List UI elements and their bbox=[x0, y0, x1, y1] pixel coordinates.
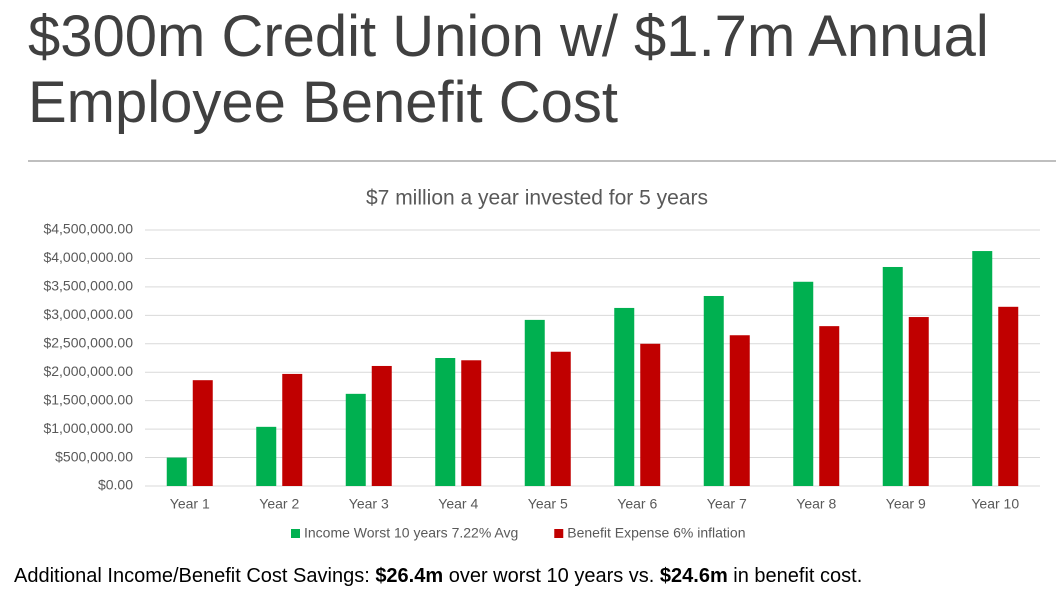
bar bbox=[345, 393, 366, 486]
y-tick-label: $0.00 bbox=[98, 477, 133, 493]
bar bbox=[435, 358, 456, 486]
footnote-text: over worst 10 years vs. bbox=[443, 565, 660, 587]
x-tick-label: Year 4 bbox=[438, 496, 478, 512]
bar bbox=[729, 335, 750, 486]
bar bbox=[640, 343, 661, 486]
x-tick-label: Year 9 bbox=[886, 496, 926, 512]
x-tick-label: Year 1 bbox=[170, 496, 210, 512]
y-tick-label: $4,000,000.00 bbox=[43, 249, 133, 265]
footnote-highlight: $24.6m bbox=[660, 565, 728, 587]
legend-swatch bbox=[291, 529, 300, 538]
bar bbox=[256, 426, 277, 486]
y-tick-label: $1,000,000.00 bbox=[43, 420, 133, 436]
bar bbox=[972, 251, 993, 486]
legend-label: Benefit Expense 6% inflation bbox=[567, 525, 745, 541]
footnote: Additional Income/Benefit Cost Savings: … bbox=[14, 565, 862, 587]
x-tick-label: Year 8 bbox=[796, 496, 836, 512]
bar bbox=[371, 365, 392, 486]
bar bbox=[793, 281, 814, 486]
bar bbox=[998, 306, 1019, 486]
bar bbox=[703, 295, 724, 486]
bar bbox=[282, 373, 303, 486]
y-tick-label: $4,500,000.00 bbox=[43, 221, 133, 237]
x-tick-label: Year 2 bbox=[259, 496, 299, 512]
bar bbox=[819, 326, 840, 486]
x-tick-label: Year 10 bbox=[971, 496, 1019, 512]
footnote-text: Additional Income/Benefit Cost Savings: bbox=[14, 565, 375, 587]
bar bbox=[550, 351, 571, 486]
chart-title: $7 million a year invested for 5 years bbox=[366, 187, 708, 210]
footnote-highlight: $26.4m bbox=[375, 565, 443, 587]
legend-label: Income Worst 10 years 7.22% Avg bbox=[304, 525, 518, 541]
y-tick-label: $2,000,000.00 bbox=[43, 363, 133, 379]
x-tick-label: Year 5 bbox=[528, 496, 568, 512]
slide-title: $300m Credit Union w/ $1.7m Annual Emplo… bbox=[28, 4, 989, 135]
x-tick-label: Year 3 bbox=[349, 496, 389, 512]
bar bbox=[166, 457, 187, 486]
footnote-text: in benefit cost. bbox=[728, 565, 863, 587]
y-tick-label: $3,500,000.00 bbox=[43, 278, 133, 294]
bar bbox=[461, 360, 482, 486]
bar bbox=[614, 307, 635, 486]
x-tick-label: Year 7 bbox=[707, 496, 747, 512]
y-tick-label: $2,500,000.00 bbox=[43, 334, 133, 350]
y-tick-label: $500,000.00 bbox=[55, 448, 133, 464]
bar bbox=[524, 319, 545, 486]
y-tick-label: $1,500,000.00 bbox=[43, 391, 133, 407]
legend-swatch bbox=[554, 529, 564, 538]
y-tick-label: $3,000,000.00 bbox=[43, 306, 133, 322]
bar bbox=[882, 266, 903, 486]
x-tick-label: Year 6 bbox=[617, 496, 657, 512]
bar bbox=[908, 317, 929, 486]
bar bbox=[192, 380, 213, 486]
